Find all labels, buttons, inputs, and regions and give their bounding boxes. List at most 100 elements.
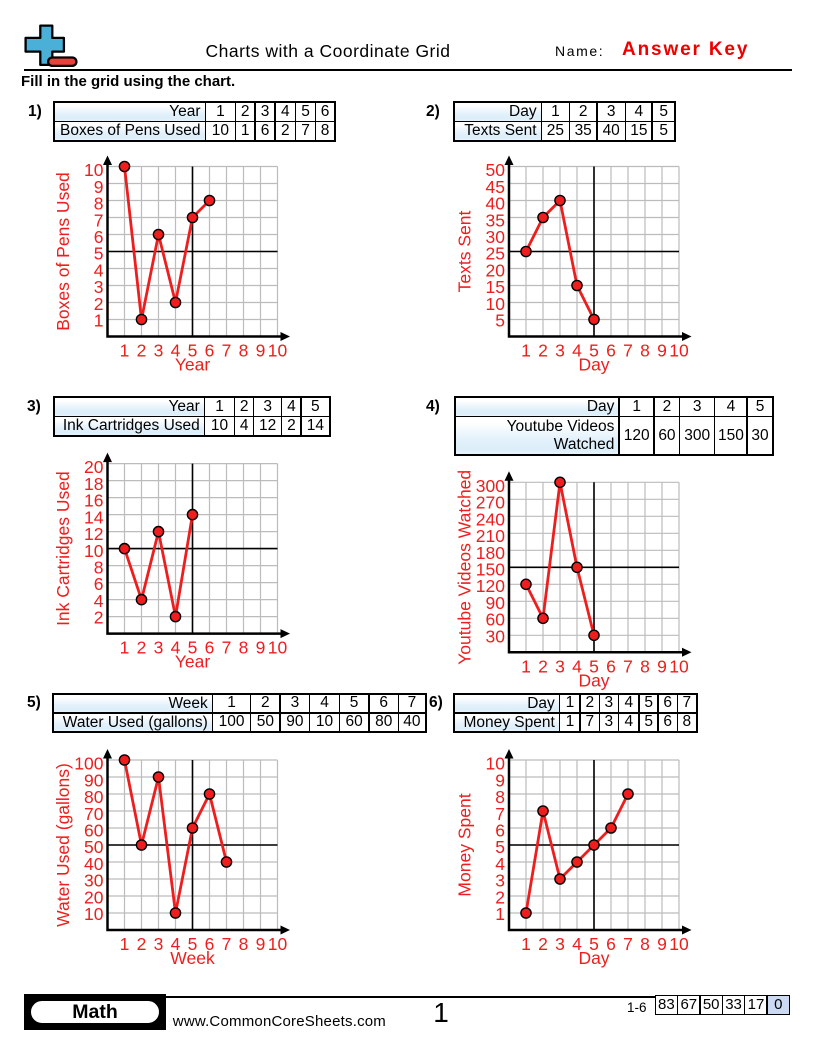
svg-text:5: 5 (188, 934, 198, 954)
svg-text:6: 6 (606, 656, 616, 676)
svg-text:7: 7 (94, 210, 104, 230)
svg-text:8: 8 (495, 787, 505, 807)
svg-text:50: 50 (84, 837, 104, 857)
svg-text:6: 6 (205, 934, 215, 954)
svg-text:10: 10 (669, 934, 689, 954)
svg-text:Boxes of Pens Used: Boxes of Pens Used (53, 172, 73, 331)
svg-text:60: 60 (84, 821, 104, 841)
svg-text:4: 4 (94, 260, 104, 280)
svg-text:10: 10 (84, 541, 104, 561)
svg-text:Week: Week (170, 948, 215, 968)
svg-text:3: 3 (154, 341, 164, 361)
svg-text:8: 8 (640, 341, 650, 361)
svg-text:35: 35 (486, 210, 505, 230)
svg-text:1: 1 (120, 638, 130, 658)
svg-text:8: 8 (239, 638, 249, 658)
svg-text:4: 4 (572, 341, 582, 361)
svg-text:8: 8 (94, 194, 104, 214)
svg-text:7: 7 (222, 638, 232, 658)
svg-text:1: 1 (94, 311, 104, 331)
svg-text:1: 1 (521, 341, 531, 361)
svg-text:Day: Day (578, 948, 609, 968)
svg-text:3: 3 (154, 638, 164, 658)
svg-text:2: 2 (495, 887, 505, 907)
svg-text:2: 2 (137, 638, 147, 658)
svg-text:2: 2 (137, 934, 147, 954)
svg-text:10: 10 (84, 904, 104, 924)
svg-text:5: 5 (589, 934, 599, 954)
svg-text:150: 150 (476, 560, 505, 580)
svg-text:6: 6 (205, 341, 215, 361)
svg-text:10: 10 (268, 341, 288, 361)
svg-text:1: 1 (521, 656, 531, 676)
svg-text:25: 25 (486, 244, 505, 264)
svg-text:7: 7 (222, 934, 232, 954)
svg-text:5: 5 (495, 311, 505, 331)
svg-text:2: 2 (538, 656, 548, 676)
svg-text:1: 1 (495, 904, 505, 924)
svg-text:Youtube Videos Watched: Youtube Videos Watched (455, 470, 475, 665)
svg-text:5: 5 (589, 341, 599, 361)
svg-text:2: 2 (94, 294, 104, 314)
svg-text:10: 10 (669, 656, 689, 676)
svg-text:Water Used (gallons): Water Used (gallons) (53, 763, 73, 927)
svg-text:7: 7 (623, 934, 633, 954)
svg-text:9: 9 (657, 341, 667, 361)
svg-text:20: 20 (84, 457, 104, 477)
svg-text:90: 90 (486, 593, 506, 613)
svg-text:5: 5 (188, 341, 198, 361)
svg-text:270: 270 (476, 493, 505, 513)
svg-text:10: 10 (268, 638, 288, 658)
svg-text:4: 4 (94, 591, 104, 611)
svg-text:1: 1 (120, 934, 130, 954)
svg-text:Year: Year (175, 652, 211, 672)
svg-text:Ink Cartridges Used: Ink Cartridges Used (53, 471, 73, 626)
svg-text:12: 12 (84, 524, 103, 544)
svg-text:8: 8 (640, 656, 650, 676)
svg-text:6: 6 (606, 341, 616, 361)
svg-text:7: 7 (623, 341, 633, 361)
svg-text:30: 30 (84, 871, 104, 891)
svg-text:4: 4 (171, 934, 181, 954)
svg-text:8: 8 (239, 934, 249, 954)
svg-text:10: 10 (486, 754, 506, 774)
svg-text:10: 10 (84, 160, 104, 180)
svg-text:10: 10 (669, 341, 689, 361)
svg-text:120: 120 (476, 576, 505, 596)
svg-text:40: 40 (84, 854, 104, 874)
svg-text:5: 5 (94, 244, 104, 264)
svg-text:9: 9 (94, 177, 104, 197)
svg-text:10: 10 (268, 934, 288, 954)
svg-text:50: 50 (486, 160, 506, 180)
svg-text:3: 3 (94, 277, 104, 297)
svg-text:2: 2 (538, 934, 548, 954)
svg-text:18: 18 (84, 474, 103, 494)
svg-text:Money Spent: Money Spent (455, 793, 475, 896)
svg-text:45: 45 (486, 177, 505, 197)
svg-text:300: 300 (476, 476, 505, 496)
svg-text:1: 1 (120, 341, 130, 361)
svg-text:9: 9 (256, 638, 266, 658)
svg-text:60: 60 (486, 610, 506, 630)
svg-text:30: 30 (486, 227, 506, 247)
svg-text:3: 3 (555, 341, 565, 361)
svg-text:Day: Day (578, 355, 609, 375)
svg-text:240: 240 (476, 509, 505, 529)
svg-text:Year: Year (175, 355, 211, 375)
svg-text:7: 7 (495, 804, 505, 824)
svg-text:9: 9 (256, 934, 266, 954)
svg-text:4: 4 (171, 341, 181, 361)
svg-text:5: 5 (495, 837, 505, 857)
svg-text:70: 70 (84, 804, 104, 824)
svg-text:1: 1 (521, 934, 531, 954)
svg-text:30: 30 (486, 626, 506, 646)
svg-text:4: 4 (495, 854, 505, 874)
svg-text:3: 3 (154, 934, 164, 954)
svg-text:20: 20 (84, 887, 104, 907)
svg-text:5: 5 (589, 656, 599, 676)
svg-text:8: 8 (640, 934, 650, 954)
svg-text:10: 10 (486, 294, 506, 314)
svg-text:7: 7 (623, 656, 633, 676)
svg-text:9: 9 (256, 341, 266, 361)
svg-text:14: 14 (84, 507, 104, 527)
